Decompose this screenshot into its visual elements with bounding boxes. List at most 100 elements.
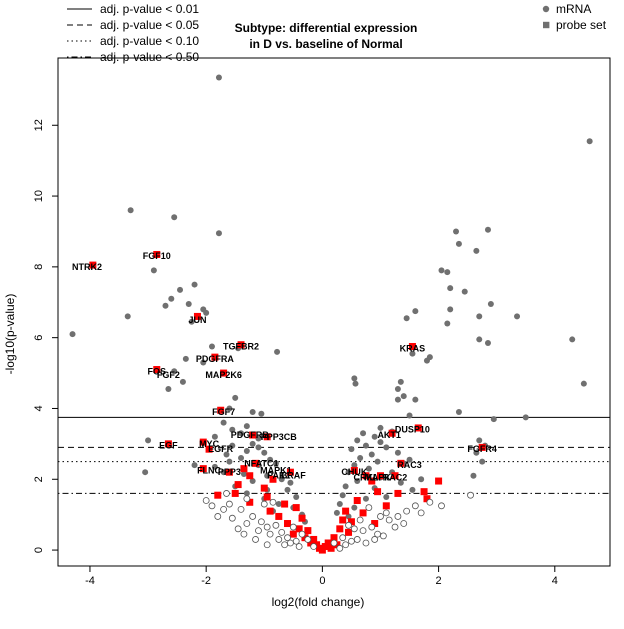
mrna-point bbox=[240, 470, 247, 477]
y-tick-label: 6 bbox=[33, 335, 45, 341]
probe-set-point bbox=[339, 516, 347, 524]
mrna-point bbox=[226, 458, 233, 465]
mrna-point bbox=[362, 442, 369, 449]
nonsignificant-point bbox=[330, 539, 338, 547]
mrna-point bbox=[455, 240, 462, 247]
probe-set-point bbox=[249, 431, 257, 439]
probe-set-point bbox=[347, 518, 355, 526]
probe-set-point bbox=[333, 541, 341, 549]
probe-set-point bbox=[89, 261, 97, 269]
probe-set-point bbox=[286, 468, 294, 476]
probe-set-point bbox=[391, 472, 399, 480]
mrna-point bbox=[354, 478, 361, 485]
probe-set-point bbox=[234, 481, 242, 489]
probe-set-point bbox=[327, 544, 335, 552]
nonsignificant-point bbox=[391, 523, 399, 531]
mrna-point bbox=[412, 396, 419, 403]
probe-set-point bbox=[199, 465, 207, 473]
mrna-point bbox=[476, 336, 483, 343]
mrna-point bbox=[403, 315, 410, 322]
probe-set-point bbox=[420, 488, 428, 496]
x-tick-label: -4 bbox=[85, 575, 95, 587]
y-tick-label: 8 bbox=[33, 264, 45, 270]
nonsignificant-point bbox=[208, 502, 216, 510]
nonsignificant-point bbox=[348, 537, 355, 545]
nonsignificant-point bbox=[240, 530, 248, 538]
mrna-point bbox=[569, 336, 576, 343]
probe-set-point bbox=[281, 500, 289, 508]
nonsignificant-point bbox=[394, 513, 402, 520]
nonsignificant-point bbox=[243, 520, 251, 527]
nonsignificant-point bbox=[356, 516, 364, 524]
legend-point-label: probe set bbox=[556, 18, 607, 32]
mrna-point bbox=[336, 501, 343, 508]
gene-label: BRAF bbox=[281, 471, 306, 481]
probe-set-point bbox=[263, 433, 271, 441]
mrna-point bbox=[255, 444, 262, 451]
mrna-point bbox=[229, 426, 236, 433]
probe-set-point bbox=[350, 466, 358, 474]
probe-set-point bbox=[353, 497, 361, 505]
mrna-point bbox=[487, 301, 494, 308]
mrna-point bbox=[365, 465, 372, 472]
mrna-point bbox=[182, 355, 189, 362]
mrna-point bbox=[229, 442, 236, 449]
probe-set-point bbox=[246, 472, 254, 480]
y-tick-label: 0 bbox=[33, 547, 45, 553]
nonsignificant-point bbox=[252, 536, 259, 543]
mrna-point bbox=[397, 378, 404, 385]
nonsignificant-point bbox=[350, 525, 358, 533]
probe-set-point bbox=[295, 525, 303, 533]
nonsignificant-point bbox=[368, 523, 376, 531]
mrna-point bbox=[238, 430, 245, 437]
probe-set-point bbox=[289, 530, 297, 538]
nonsignificant-point bbox=[400, 520, 408, 527]
legend-line-label: adj. p-value < 0.50 bbox=[100, 50, 199, 64]
nonsignificant-point bbox=[379, 532, 387, 540]
x-tick-label: 4 bbox=[552, 575, 558, 587]
probe-set-point bbox=[435, 477, 443, 485]
probe-set-point bbox=[301, 534, 309, 542]
probe-set-point bbox=[284, 520, 292, 528]
mrna-point bbox=[473, 247, 480, 254]
mrna-point bbox=[377, 424, 384, 431]
gene-label: RAC3 bbox=[397, 460, 422, 470]
gene-label: CRKL bbox=[353, 472, 378, 482]
gene-label: FOS bbox=[148, 366, 167, 376]
gene-label: JUN bbox=[188, 315, 206, 325]
mrna-point bbox=[293, 493, 300, 500]
probe-set-point bbox=[199, 438, 207, 446]
nonsignificant-point bbox=[289, 523, 297, 531]
mrna-point bbox=[274, 348, 281, 355]
legend-point-label: mRNA bbox=[556, 2, 591, 16]
mrna-point bbox=[444, 320, 451, 327]
x-axis-label: log2(fold change) bbox=[272, 595, 365, 609]
mrna-point bbox=[470, 472, 477, 479]
mrna-point bbox=[423, 357, 430, 364]
mrna-point bbox=[267, 456, 274, 463]
mrna-point bbox=[345, 513, 352, 520]
nonsignificant-point bbox=[467, 491, 474, 499]
mrna-point bbox=[351, 375, 358, 382]
mrna-point bbox=[264, 472, 271, 479]
gene-label: FLNC bbox=[197, 465, 221, 475]
mrna-point bbox=[377, 439, 384, 446]
mrna-point bbox=[272, 460, 279, 467]
nonsignificant-point bbox=[336, 544, 344, 552]
nonsignificant-point bbox=[272, 521, 280, 529]
mrna-point bbox=[168, 295, 175, 302]
probe-set-point bbox=[193, 312, 201, 320]
probe-set-point bbox=[478, 443, 486, 451]
probe-set-point bbox=[397, 459, 405, 467]
mrna-point bbox=[476, 313, 483, 320]
probe-set-point bbox=[275, 512, 283, 520]
probe-set-point bbox=[342, 507, 350, 515]
probe-set-point bbox=[359, 509, 367, 517]
nonsignificant-point bbox=[342, 541, 350, 549]
gene-label: MAP2K6 bbox=[205, 370, 242, 380]
mrna-point bbox=[490, 416, 497, 423]
mrna-point bbox=[243, 423, 250, 430]
nonsignificant-point bbox=[226, 500, 233, 508]
